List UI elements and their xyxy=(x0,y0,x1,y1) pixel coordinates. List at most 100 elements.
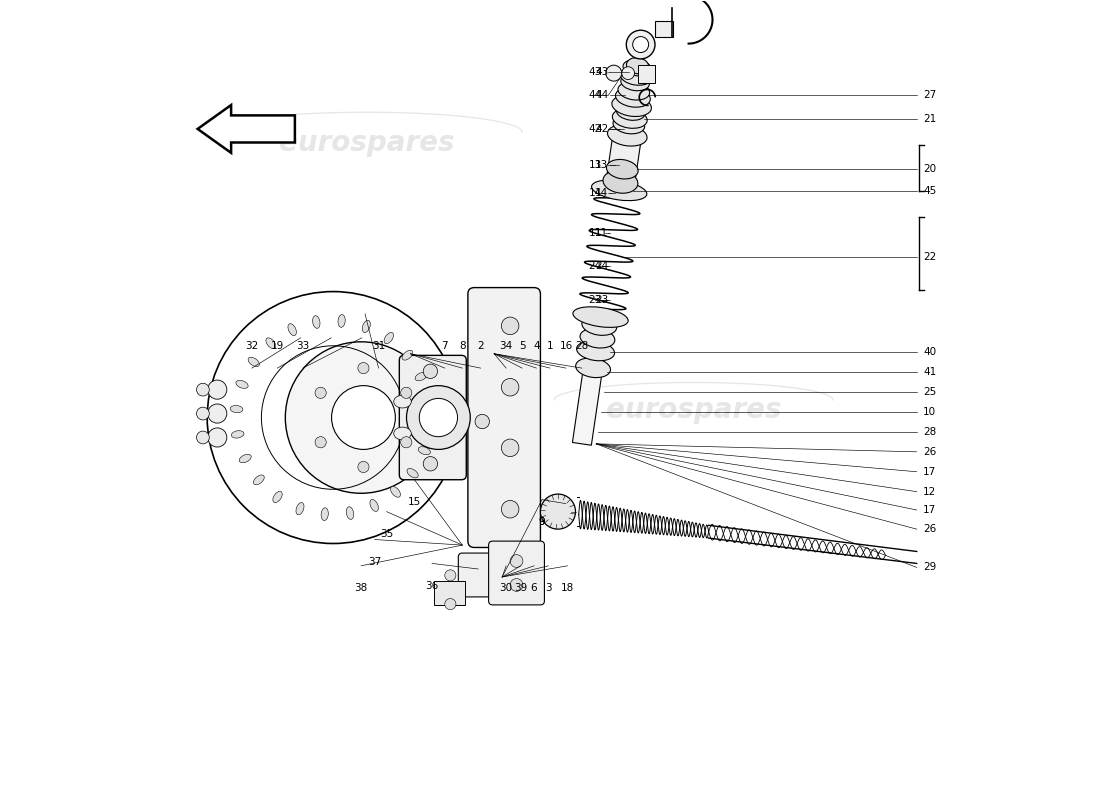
Ellipse shape xyxy=(592,180,647,201)
Circle shape xyxy=(407,386,471,450)
Text: 11: 11 xyxy=(588,227,602,238)
Text: 44: 44 xyxy=(595,90,608,101)
Bar xyxy=(656,22,672,38)
Text: 9: 9 xyxy=(539,517,546,527)
Text: 34: 34 xyxy=(499,341,513,350)
Ellipse shape xyxy=(253,475,264,485)
Ellipse shape xyxy=(312,316,320,328)
FancyBboxPatch shape xyxy=(468,287,540,547)
Text: 3: 3 xyxy=(546,583,552,594)
Ellipse shape xyxy=(266,338,276,349)
Text: 14: 14 xyxy=(595,188,608,198)
Circle shape xyxy=(606,65,621,81)
Circle shape xyxy=(419,398,458,437)
Ellipse shape xyxy=(370,499,378,511)
Ellipse shape xyxy=(606,159,638,179)
Ellipse shape xyxy=(613,116,645,134)
Text: 22: 22 xyxy=(923,251,936,262)
Ellipse shape xyxy=(231,430,244,438)
FancyBboxPatch shape xyxy=(399,355,466,480)
Circle shape xyxy=(424,364,438,378)
Text: eurospares: eurospares xyxy=(606,396,781,424)
Text: 2: 2 xyxy=(477,341,484,350)
Ellipse shape xyxy=(616,87,650,107)
Circle shape xyxy=(444,570,455,581)
Ellipse shape xyxy=(321,508,328,521)
FancyBboxPatch shape xyxy=(488,541,544,605)
Text: eurospares: eurospares xyxy=(279,130,454,158)
Ellipse shape xyxy=(582,316,617,335)
Ellipse shape xyxy=(613,109,647,128)
Ellipse shape xyxy=(230,406,243,413)
Ellipse shape xyxy=(235,380,249,388)
Circle shape xyxy=(540,494,575,529)
Circle shape xyxy=(502,439,519,457)
Circle shape xyxy=(626,30,654,59)
Ellipse shape xyxy=(403,350,412,360)
Circle shape xyxy=(632,37,649,53)
Text: 1: 1 xyxy=(547,341,553,350)
Ellipse shape xyxy=(575,358,611,378)
Ellipse shape xyxy=(422,397,435,404)
Text: 24: 24 xyxy=(595,261,608,271)
Ellipse shape xyxy=(394,395,411,408)
Ellipse shape xyxy=(288,324,296,336)
Text: 43: 43 xyxy=(595,66,608,77)
Text: 29: 29 xyxy=(923,562,936,573)
Text: 26: 26 xyxy=(923,447,936,457)
Text: 10: 10 xyxy=(923,407,936,417)
Circle shape xyxy=(475,414,490,429)
Circle shape xyxy=(197,407,209,420)
Text: 23: 23 xyxy=(588,295,602,306)
Text: 40: 40 xyxy=(923,347,936,357)
Circle shape xyxy=(502,501,519,518)
Circle shape xyxy=(510,554,522,567)
Text: 25: 25 xyxy=(923,387,936,397)
Circle shape xyxy=(621,66,635,79)
Circle shape xyxy=(315,437,327,448)
Circle shape xyxy=(502,378,519,396)
Text: 30: 30 xyxy=(499,583,513,594)
Text: 8: 8 xyxy=(459,341,465,350)
Text: 35: 35 xyxy=(379,529,393,539)
Text: 42: 42 xyxy=(588,124,602,134)
Text: 24: 24 xyxy=(588,261,602,271)
Ellipse shape xyxy=(620,67,652,86)
Text: 11: 11 xyxy=(595,227,608,238)
Text: 17: 17 xyxy=(923,466,936,477)
Circle shape xyxy=(208,404,227,423)
Circle shape xyxy=(400,437,411,448)
Ellipse shape xyxy=(576,341,615,361)
Ellipse shape xyxy=(618,82,650,100)
Text: 20: 20 xyxy=(923,164,936,174)
Text: 23: 23 xyxy=(595,295,608,306)
Text: 12: 12 xyxy=(923,486,936,497)
Ellipse shape xyxy=(603,170,638,194)
Ellipse shape xyxy=(390,486,400,498)
FancyBboxPatch shape xyxy=(459,553,538,597)
Polygon shape xyxy=(605,138,641,193)
Text: 16: 16 xyxy=(559,341,573,350)
Text: 21: 21 xyxy=(923,114,936,124)
Ellipse shape xyxy=(612,95,651,117)
Ellipse shape xyxy=(296,502,304,514)
Ellipse shape xyxy=(418,446,430,454)
Text: 28: 28 xyxy=(923,427,936,437)
Circle shape xyxy=(197,431,209,444)
Circle shape xyxy=(510,578,522,591)
Text: 27: 27 xyxy=(923,90,936,101)
Ellipse shape xyxy=(580,329,615,348)
Text: 14: 14 xyxy=(588,188,602,198)
Text: 38: 38 xyxy=(354,583,367,594)
Text: 44: 44 xyxy=(588,90,602,101)
Text: 15: 15 xyxy=(408,498,421,507)
Ellipse shape xyxy=(607,125,647,146)
Ellipse shape xyxy=(407,469,418,478)
Ellipse shape xyxy=(616,104,645,120)
Polygon shape xyxy=(572,366,603,446)
Ellipse shape xyxy=(384,333,394,344)
Text: 41: 41 xyxy=(923,367,936,377)
Ellipse shape xyxy=(424,422,436,430)
Ellipse shape xyxy=(338,314,345,327)
Text: 18: 18 xyxy=(561,583,574,594)
